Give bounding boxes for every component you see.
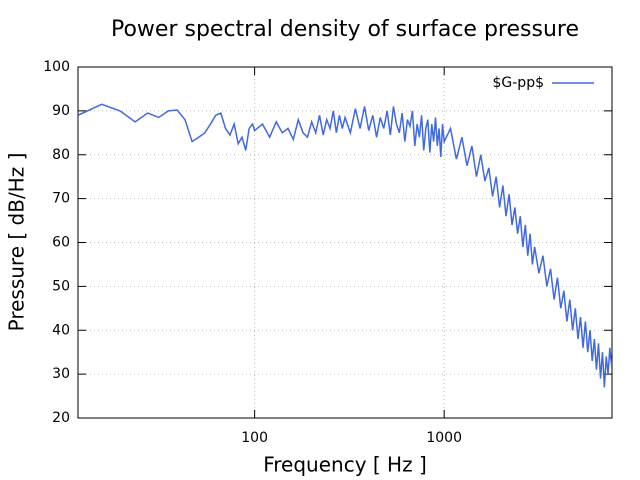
- y-tick-label: 60: [52, 235, 70, 251]
- y-tick-label: 100: [43, 59, 70, 75]
- series-line: [78, 103, 612, 388]
- y-axis-label: Pressure [ dB/Hz ]: [5, 153, 29, 332]
- x-axis-label: Frequency [ Hz ]: [263, 453, 427, 477]
- y-tick-label: 30: [52, 366, 70, 382]
- y-tick-label: 40: [52, 322, 70, 338]
- y-tick-label: 70: [52, 191, 70, 207]
- y-tick-label: 90: [52, 103, 70, 119]
- y-tick-label: 80: [52, 147, 70, 163]
- y-tick-label: 20: [52, 410, 70, 426]
- y-tick-label: 50: [52, 278, 70, 294]
- x-tick-label: 1000: [426, 430, 462, 446]
- chart-title: Power spectral density of surface pressu…: [111, 17, 579, 42]
- x-tick-label: 100: [241, 430, 268, 446]
- legend-label: $G-pp$: [493, 75, 545, 91]
